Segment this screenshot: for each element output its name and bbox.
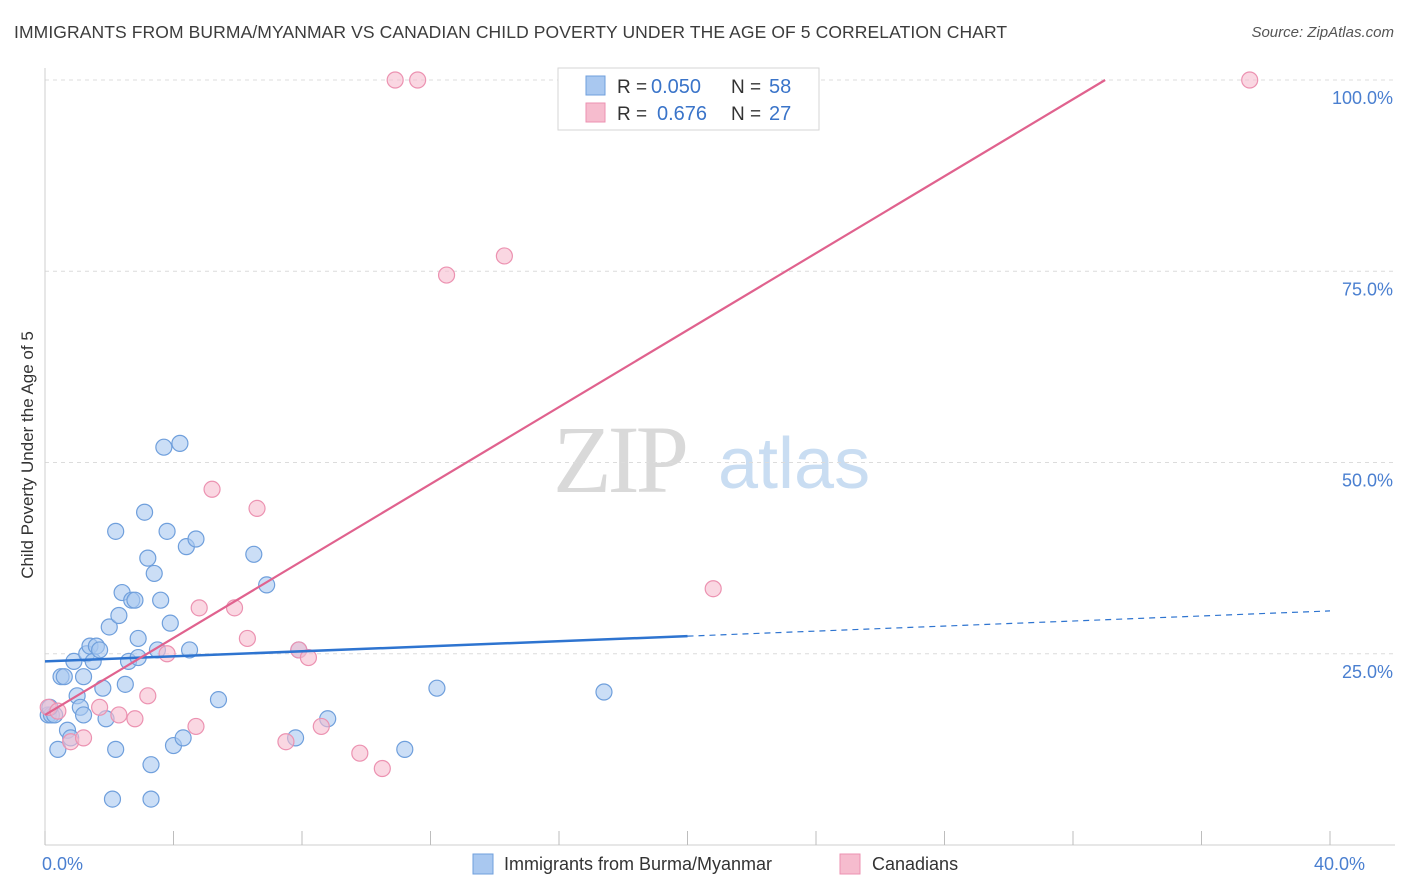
canadians-point: [74, 729, 93, 747]
trend-line-burma: [44, 634, 688, 663]
y-tick-label-75: 75.0%: [1342, 279, 1393, 299]
canadians-point: [351, 744, 369, 762]
canadians-point: [238, 629, 256, 648]
tick-labels: 25.0% 50.0% 75.0% 100.0% 0.0% 40.0%: [42, 88, 1393, 874]
burma-point: [116, 675, 134, 693]
canadians-point: [704, 580, 722, 598]
canadians-point: [1241, 71, 1259, 89]
stats-swatch-pink: [585, 102, 606, 123]
burma-point: [428, 679, 446, 697]
legend-swatch-canadians: [839, 853, 861, 875]
y-tick-label-100: 100.0%: [1332, 88, 1393, 108]
canadians-point: [248, 499, 266, 517]
series-canadians-points: [39, 71, 1259, 778]
legend-label-canadians: Canadians: [872, 854, 958, 874]
burma-point: [103, 790, 122, 808]
canadians-point: [158, 645, 176, 663]
burma-point: [396, 740, 414, 758]
canadians-point: [110, 706, 128, 724]
burma-point: [245, 545, 263, 563]
burma-point: [174, 729, 192, 747]
y-tick-label-50: 50.0%: [1342, 471, 1393, 491]
stats-n-value-2: 27: [769, 103, 791, 125]
burma-point: [595, 683, 613, 701]
burma-point: [158, 522, 176, 540]
stats-n-label-1: N =: [731, 77, 761, 98]
burma-point: [110, 606, 128, 625]
burma-point: [209, 691, 228, 709]
canadians-point: [126, 710, 144, 728]
burma-point: [129, 629, 147, 648]
canadians-point: [386, 71, 404, 89]
x-tick-label-0: 0.0%: [42, 854, 83, 874]
burma-point: [91, 641, 109, 659]
grid: [45, 79, 1395, 655]
canadians-point: [187, 717, 205, 736]
canadians-point: [312, 717, 330, 736]
burma-point: [107, 522, 125, 540]
x-tick-label-40: 40.0%: [1314, 854, 1365, 874]
canadians-point: [299, 648, 318, 667]
stats-n-value-1: 58: [769, 76, 791, 98]
canadians-point: [203, 480, 221, 498]
burma-point: [135, 503, 154, 521]
canadians-point: [139, 687, 157, 705]
burma-point: [142, 790, 160, 808]
burma-point: [152, 591, 170, 609]
burma-point: [155, 438, 173, 456]
stats-r-value-2: 0.676: [657, 103, 707, 125]
burma-point: [180, 641, 199, 659]
burma-point: [100, 618, 118, 636]
canadians-point: [495, 247, 513, 265]
canadians-point: [91, 698, 109, 716]
y-tick-label-25: 25.0%: [1342, 662, 1393, 682]
stats-r-label-2: R =: [617, 104, 647, 125]
stats-n-label-2: N =: [731, 104, 761, 125]
burma-point: [74, 706, 93, 724]
watermark-zip: ZIP: [553, 406, 686, 513]
chart-title: IMMIGRANTS FROM BURMA/MYANMAR VS CANADIA…: [14, 22, 1008, 42]
burma-point: [171, 434, 189, 452]
trend-line-burma-extension: [687, 610, 1331, 637]
burma-point: [49, 740, 67, 758]
canadians-point: [373, 759, 391, 778]
stats-box: R = 0.050 N = 58 R = 0.676 N = 27: [557, 67, 820, 131]
burma-point: [161, 614, 179, 632]
legend-swatch-burma: [472, 853, 494, 875]
series-burma-points: [39, 434, 613, 808]
burma-point: [55, 668, 73, 686]
stats-r-label-1: R =: [617, 77, 647, 98]
burma-point: [145, 564, 163, 583]
watermark-atlas: atlas: [718, 424, 870, 504]
canadians-point: [409, 71, 427, 89]
burma-point: [187, 530, 205, 548]
legend: Immigrants from Burma/Myanmar Canadians: [472, 853, 958, 875]
burma-point: [107, 740, 125, 758]
burma-point: [142, 756, 160, 774]
stats-swatch-blue: [585, 75, 606, 96]
legend-label-burma: Immigrants from Burma/Myanmar: [504, 854, 772, 874]
canadians-point: [190, 599, 208, 617]
stats-r-value-1: 0.050: [651, 76, 701, 98]
burma-point: [74, 668, 93, 686]
canadians-point: [277, 733, 295, 751]
burma-point: [139, 549, 157, 567]
trend-lines: [44, 79, 1331, 716]
burma-point: [126, 591, 144, 609]
trend-line-canadians: [44, 79, 1106, 716]
source-label: Source: ZipAtlas.com: [1251, 24, 1394, 41]
canadians-point: [437, 266, 456, 284]
